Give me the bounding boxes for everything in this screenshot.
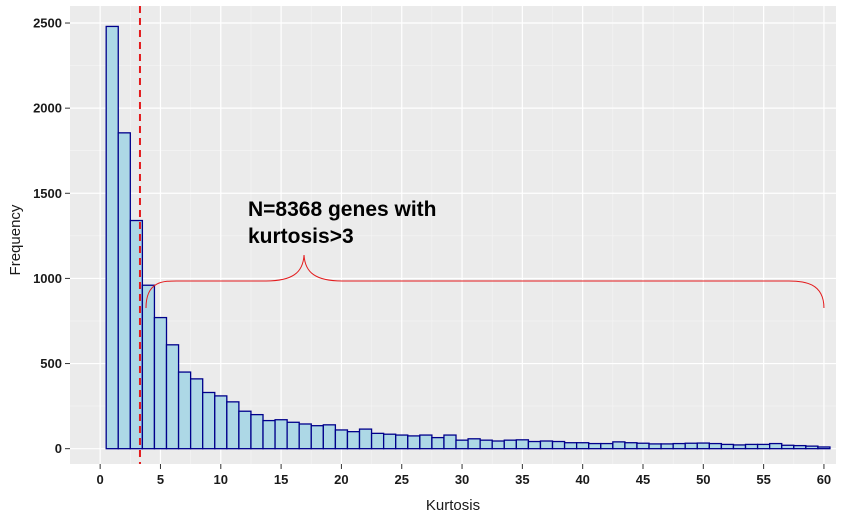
histogram-bar: [395, 434, 409, 450]
x-tick-label: 0: [97, 472, 104, 487]
y-tick-label: 2000: [33, 101, 62, 116]
histogram-bar: [624, 442, 638, 450]
histogram-bar: [153, 316, 168, 450]
histogram-bar: [105, 25, 119, 450]
x-tick-label: 45: [636, 472, 650, 487]
histogram-bar: [346, 431, 361, 450]
y-tick-label: 2500: [33, 16, 62, 31]
histogram-bars: [105, 25, 831, 450]
y-tick-label: 1500: [33, 186, 62, 201]
x-tick-label: 25: [394, 472, 408, 487]
annotation-line-2: kurtosis>3: [248, 225, 354, 248]
histogram-bar: [732, 444, 747, 450]
histogram-bar: [189, 378, 204, 450]
histogram-bar: [310, 425, 324, 450]
histogram-bar: [575, 442, 590, 450]
histogram-bar: [708, 442, 723, 450]
histogram-bar: [419, 434, 433, 450]
histogram-bar: [672, 442, 686, 450]
histogram-bar: [539, 440, 554, 450]
histogram-bar: [793, 444, 807, 450]
histogram-bar: [720, 443, 735, 450]
x-tick-label: 5: [157, 472, 164, 487]
histogram-bar: [455, 439, 469, 450]
x-axis-title: Kurtosis: [426, 497, 480, 514]
histogram-bar: [744, 443, 759, 450]
x-tick-label: 35: [515, 472, 529, 487]
brace-path: [145, 254, 825, 308]
histogram-bar: [612, 441, 626, 450]
y-axis-title: Frequency: [7, 204, 24, 275]
histogram-bar: [636, 442, 650, 450]
histogram-bar: [250, 413, 264, 450]
histogram-bar: [262, 419, 276, 450]
y-tick-label: 500: [40, 356, 62, 371]
histogram-bar: [503, 439, 517, 450]
histogram-bar: [817, 446, 831, 450]
histogram-bar: [358, 428, 373, 450]
histogram-bar: [334, 429, 349, 450]
y-tick-label: 1000: [33, 271, 62, 286]
minor-gridlines: [70, 6, 836, 464]
x-tick-label: 10: [214, 472, 228, 487]
histogram-bar: [443, 434, 457, 450]
histogram-bar: [551, 440, 566, 450]
histogram-bar: [298, 423, 312, 450]
kurtosis-brace: [145, 254, 825, 308]
histogram-bar: [322, 424, 337, 450]
histogram-bar: [370, 432, 385, 450]
histogram-bar: [382, 433, 397, 450]
histogram-bar: [202, 391, 216, 450]
histogram-bar: [660, 443, 674, 450]
histogram-bar: [117, 132, 131, 450]
histogram-bar: [588, 442, 602, 450]
y-axis-ticks: 0 500 1000 1500 2000 2500: [33, 16, 70, 456]
histogram-bar: [684, 442, 698, 450]
x-tick-label: 55: [756, 472, 770, 487]
histogram-bar: [805, 445, 819, 450]
x-tick-label: 30: [455, 472, 469, 487]
histogram-bar: [479, 439, 493, 450]
annotation-line-1: N=8368 genes with: [248, 198, 437, 221]
x-tick-label: 40: [575, 472, 589, 487]
y-tick-label: 0: [55, 441, 62, 456]
histogram-bar: [648, 443, 662, 450]
x-tick-label: 20: [334, 472, 348, 487]
x-tick-label: 60: [817, 472, 831, 487]
histogram-bar: [781, 444, 795, 450]
histogram-bar: [274, 419, 288, 450]
histogram-bar: [600, 442, 614, 450]
x-axis-ticks: 0 5 10 15 20 25 30 35 40 45 50 55 60: [97, 464, 831, 487]
histogram-bar: [177, 371, 192, 450]
histogram-bar: [696, 442, 710, 450]
histogram-bar: [756, 443, 771, 450]
histogram-bar: [214, 395, 228, 450]
x-tick-label: 50: [696, 472, 710, 487]
histogram-bar: [491, 440, 505, 450]
histogram-bar: [769, 442, 783, 450]
histogram-bar: [165, 344, 180, 450]
histogram-bar: [238, 410, 252, 450]
histogram-bar: [141, 284, 156, 450]
histogram-bar: [407, 435, 421, 450]
histogram-bar: [527, 440, 542, 450]
histogram-bar: [467, 438, 481, 450]
x-tick-label: 15: [274, 472, 288, 487]
histogram-bar: [226, 401, 240, 450]
histogram-bar: [431, 436, 445, 450]
histogram-bar: [515, 439, 530, 450]
histogram-bar: [286, 421, 300, 450]
histogram-bar: [563, 442, 578, 450]
